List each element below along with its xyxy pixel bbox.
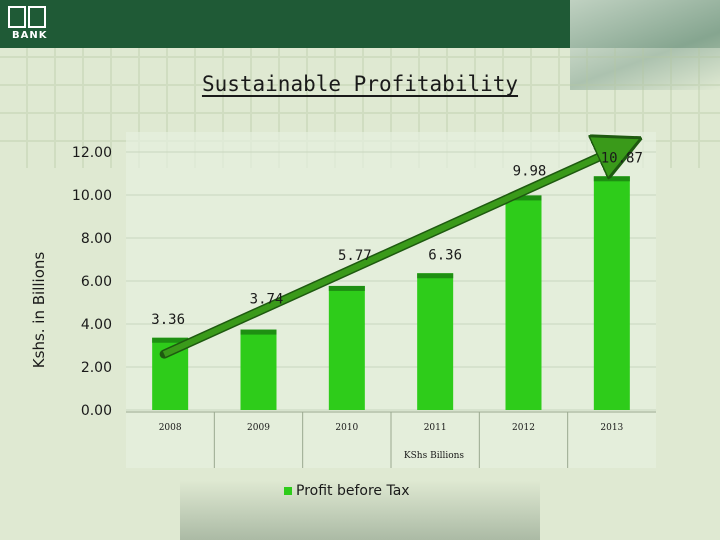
x-tick-label: 2008 (159, 423, 182, 433)
x-tick-label: 2013 (600, 423, 623, 433)
bar-cap (328, 285, 365, 291)
legend-swatch (284, 487, 292, 495)
bar (240, 329, 277, 410)
bar-cap (152, 337, 189, 343)
logo-mark-left (8, 6, 26, 28)
legend-entry-label: Profit before Tax (296, 483, 410, 499)
x-tick-label: 2011 (424, 423, 447, 433)
data-label: 9.98 (513, 163, 547, 179)
bottom-photo-fade (180, 480, 540, 540)
gridlines (126, 151, 656, 468)
data-label: 5.77 (338, 248, 372, 264)
y-tick-label: 2.00 (81, 360, 112, 376)
building-photo (570, 0, 720, 90)
y-axis-label: Kshs. in Billions (30, 252, 48, 369)
trend-arrow (162, 148, 620, 357)
bar-cap (593, 176, 630, 182)
bar (328, 285, 365, 410)
bar (593, 176, 630, 410)
legend: Profit before Tax (284, 483, 410, 499)
bars (152, 176, 630, 410)
y-tick-label: 8.00 (81, 231, 112, 247)
bar-cap (417, 273, 454, 279)
x-tick-label: 2010 (335, 423, 358, 433)
bar-cap (505, 195, 542, 201)
data-label: 3.36 (151, 312, 185, 328)
trend-arrow-group (159, 148, 620, 359)
logo-text: BANK (12, 30, 48, 41)
bar (505, 195, 542, 410)
y-tick-label: 0.00 (81, 403, 112, 419)
data-label: 6.36 (428, 247, 462, 263)
bar-cap (240, 329, 277, 335)
x-tick-label: 2012 (512, 423, 535, 433)
y-tick-label: 12.00 (72, 145, 112, 161)
data-label: 3.74 (250, 292, 284, 308)
y-tick-label: 10.00 (72, 188, 112, 204)
slide-title-text: Sustainable Profitability (201, 72, 519, 96)
slide-title: Sustainable Profitability (0, 72, 720, 96)
x-tick-labels: 2008 2009 2010 2011 2012 2013 (159, 423, 624, 433)
x-tick-label: 2009 (247, 423, 270, 433)
x-axis-label: KShs Billions (404, 451, 465, 461)
logo-mark-right (28, 6, 46, 28)
y-tick-label: 6.00 (81, 274, 112, 290)
y-tick-label: 4.00 (81, 317, 112, 333)
data-labels: 3.36 3.74 5.77 6.36 9.98 10.87 (151, 150, 643, 327)
bar (417, 273, 454, 410)
bank-logo: BANK (8, 6, 48, 42)
data-label: 10.87 (601, 150, 643, 166)
y-tick-labels: 0.00 2.00 4.00 6.00 8.00 10.00 12.00 (72, 145, 112, 419)
